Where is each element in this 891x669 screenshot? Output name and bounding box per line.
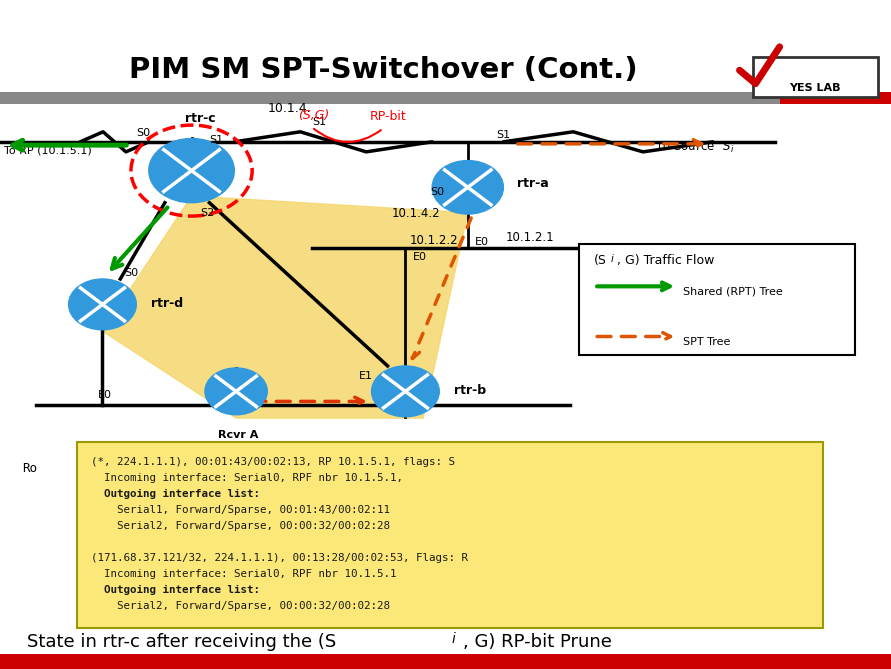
Text: rtr-b: rtr-b <box>454 383 486 397</box>
FancyBboxPatch shape <box>0 654 891 669</box>
Text: YES LAB: YES LAB <box>789 84 841 93</box>
FancyBboxPatch shape <box>77 442 823 628</box>
Text: (*, 224.1.1.1), 00:01:43/00:02:13, RP 10.1.5.1, flags: S: (*, 224.1.1.1), 00:01:43/00:02:13, RP 10… <box>91 457 455 467</box>
Text: To RP (10.1.5.1): To RP (10.1.5.1) <box>4 146 92 155</box>
Text: i: i <box>610 254 613 264</box>
Circle shape <box>432 161 503 214</box>
Text: i: i <box>452 632 455 646</box>
Text: E0: E0 <box>475 237 489 247</box>
Text: Incoming interface: Serial0, RPF nbr 10.1.5.1: Incoming interface: Serial0, RPF nbr 10.… <box>91 569 396 579</box>
Text: State in rtr-c after receiving the (S: State in rtr-c after receiving the (S <box>27 634 336 651</box>
Text: To Source "$S_i$": To Source "$S_i$" <box>655 140 739 155</box>
Text: SPT Tree: SPT Tree <box>683 337 731 347</box>
Text: 10.1.4.: 10.1.4. <box>267 102 311 114</box>
Text: RP-bit: RP-bit <box>370 110 406 123</box>
Text: E1: E1 <box>359 371 373 381</box>
Text: Serial1, Forward/Sparse, 00:01:43/00:02:11: Serial1, Forward/Sparse, 00:01:43/00:02:… <box>91 505 390 515</box>
FancyBboxPatch shape <box>579 244 855 355</box>
Circle shape <box>149 138 234 203</box>
Text: Outgoing interface list:: Outgoing interface list: <box>91 585 260 595</box>
Polygon shape <box>102 196 468 418</box>
Text: S0: S0 <box>430 187 445 197</box>
Text: E0: E0 <box>413 252 427 262</box>
Text: rtr-c: rtr-c <box>185 112 216 125</box>
Text: S0: S0 <box>136 128 151 138</box>
FancyBboxPatch shape <box>780 92 891 104</box>
Circle shape <box>372 366 439 417</box>
Text: rtr-d: rtr-d <box>151 296 184 310</box>
Circle shape <box>69 279 136 330</box>
Text: Ro: Ro <box>22 462 37 474</box>
Text: (S,G): (S,G) <box>298 109 330 122</box>
Text: Outgoing interface list:: Outgoing interface list: <box>91 489 260 499</box>
Text: Shared (RPT) Tree: Shared (RPT) Tree <box>683 286 783 296</box>
Text: 10.1.4.2: 10.1.4.2 <box>392 207 441 220</box>
Text: Incoming interface: Serial0, RPF nbr 10.1.5.1,: Incoming interface: Serial0, RPF nbr 10.… <box>91 473 403 483</box>
Text: S1: S1 <box>496 130 511 140</box>
Text: S0: S0 <box>125 268 139 278</box>
Text: , G) RP-bit Prune: , G) RP-bit Prune <box>463 634 612 651</box>
Circle shape <box>205 368 267 415</box>
Text: 10.1.2.1: 10.1.2.1 <box>505 231 554 244</box>
Text: E0: E0 <box>98 390 112 400</box>
Text: S2: S2 <box>200 208 215 218</box>
Text: Rcvr A: Rcvr A <box>217 430 258 440</box>
Text: , G) Traffic Flow: , G) Traffic Flow <box>617 254 715 267</box>
Text: S1: S1 <box>209 135 224 145</box>
Text: S1: S1 <box>312 117 326 127</box>
Text: PIM SM SPT-Switchover (Cont.): PIM SM SPT-Switchover (Cont.) <box>129 56 637 84</box>
Text: 10.1.2.2: 10.1.2.2 <box>410 234 459 247</box>
Text: Serial2, Forward/Sparse, 00:00:32/00:02:28: Serial2, Forward/Sparse, 00:00:32/00:02:… <box>91 601 390 611</box>
Text: Serial2, Forward/Sparse, 00:00:32/00:02:28: Serial2, Forward/Sparse, 00:00:32/00:02:… <box>91 521 390 531</box>
Text: (S: (S <box>594 254 607 267</box>
FancyBboxPatch shape <box>753 57 878 97</box>
Text: rtr-a: rtr-a <box>517 177 549 191</box>
Text: (171.68.37.121/32, 224.1.1.1), 00:13:28/00:02:53, Flags: R: (171.68.37.121/32, 224.1.1.1), 00:13:28/… <box>91 553 468 563</box>
FancyBboxPatch shape <box>0 92 891 104</box>
